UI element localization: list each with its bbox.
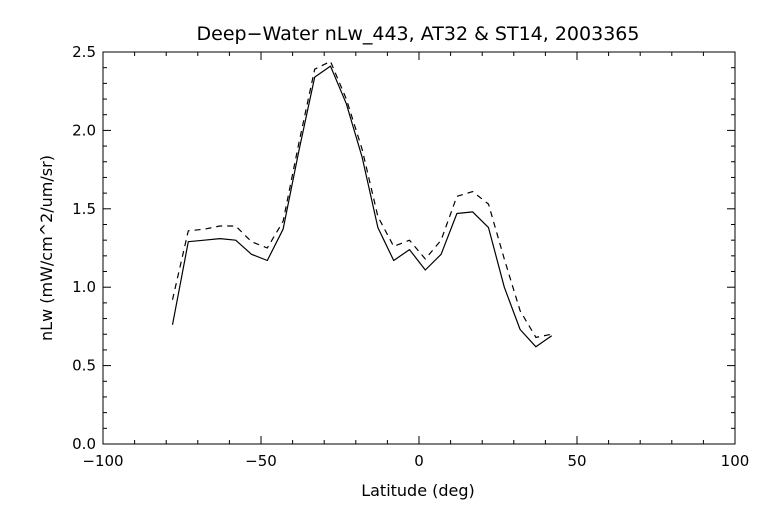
y-tick-label: 1.5 xyxy=(72,200,96,218)
y-tick-label: 2.5 xyxy=(72,43,96,61)
x-tick-label: −100 xyxy=(82,452,123,470)
x-tick-label: 0 xyxy=(414,452,424,470)
y-tick-labels: 0.0 0.5 1.0 1.5 2.0 2.5 xyxy=(72,43,96,453)
axis-ticks xyxy=(102,51,736,445)
plot-frame xyxy=(102,51,736,445)
y-axis-label: nLw (mW/cm^2/um/sr) xyxy=(37,155,56,341)
x-axis-label: Latitude (deg) xyxy=(361,481,475,500)
y-tick-label: 0.5 xyxy=(72,357,96,375)
series-group xyxy=(171,60,553,348)
y-tick-label: 2.0 xyxy=(72,121,96,139)
series-line-solid xyxy=(171,65,553,348)
x-tick-labels: −100 −50 0 50 100 xyxy=(82,452,749,470)
x-tick-label: 100 xyxy=(721,452,750,470)
y-tick-label: 0.0 xyxy=(72,435,96,453)
x-tick-label: 50 xyxy=(567,452,586,470)
series-line-dashed xyxy=(171,60,552,338)
chart-title: Deep−Water nLw_443, AT32 & ST14, 2003365 xyxy=(197,23,640,45)
y-tick-label: 1.0 xyxy=(72,278,96,296)
x-tick-label: −50 xyxy=(245,452,277,470)
